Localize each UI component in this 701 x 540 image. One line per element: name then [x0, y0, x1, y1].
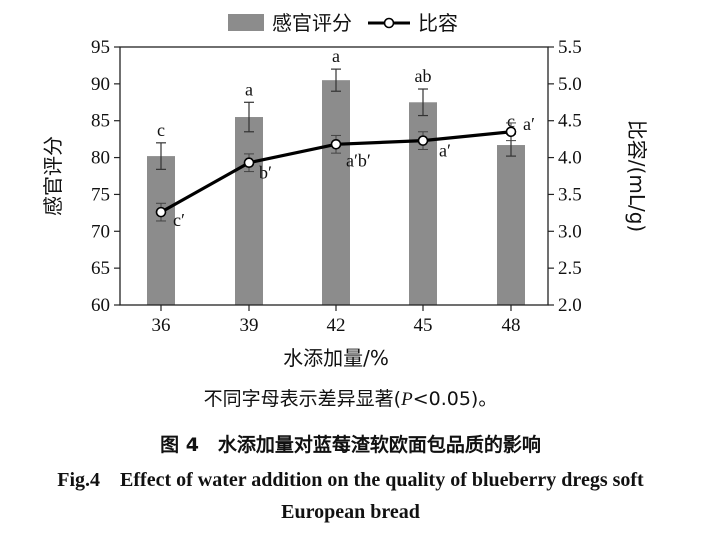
x-axis-tick-label: 39	[240, 315, 259, 336]
bar-significance-label: a	[245, 79, 253, 99]
x-axis-tick-label: 42	[327, 315, 346, 336]
bar-significance-label: a	[332, 46, 340, 66]
right-axis-tick-label: 5.5	[558, 37, 582, 58]
right-axis-tick-label: 3.0	[558, 221, 582, 242]
line-significance-label: a′	[439, 141, 451, 161]
line-point	[155, 206, 167, 218]
left-axis-tick-label: 60	[91, 295, 110, 316]
right-axis-tick-label: 2.0	[558, 295, 582, 316]
left-axis-tick-label: 95	[91, 37, 110, 58]
left-axis-tick-label: 70	[91, 221, 110, 242]
line-significance-label: a′	[523, 114, 535, 134]
bar-significance-label: c	[157, 120, 165, 140]
line-point	[505, 126, 517, 138]
x-axis-tick-label: 36	[152, 315, 171, 336]
right-axis-tick-label: 4.5	[558, 111, 582, 132]
right-axis-tick-label: 5.0	[558, 74, 582, 95]
bar-significance-label: c	[507, 111, 515, 131]
line-significance-label: c′	[173, 210, 185, 230]
line-point	[243, 157, 255, 169]
x-axis-title: 水添加量/%	[283, 346, 389, 370]
right-axis-tick-label: 2.5	[558, 258, 582, 279]
line-significance-label: a′b′	[346, 150, 371, 170]
right-axis-tick-label: 4.0	[558, 148, 582, 169]
plot-frame	[119, 46, 549, 306]
line-series: c′ b′ a′b′ a′ a′	[155, 114, 535, 230]
left-axis-tick-label: 80	[91, 148, 110, 169]
axes: 60 65 70 75 80 85 90 95 2.0 2.5 3.0 3.5 4.0 4.5 5.0 5.5…	[41, 37, 649, 370]
left-axis-title: 感官评分	[41, 136, 65, 216]
bar	[147, 156, 175, 305]
bar	[497, 145, 525, 305]
left-axis-tick-label: 75	[91, 184, 110, 205]
legend-bar-label: 感官评分	[272, 11, 352, 35]
chart: 感官评分 比容 c a a ab c c′ b′ a′b′ a′ a′ 60 65 70 75 80 85 9…	[41, 11, 649, 370]
x-axis-tick-label: 45	[414, 315, 433, 336]
legend: 感官评分 比容	[228, 11, 458, 35]
legend-line-marker	[383, 17, 395, 29]
figure-caption-en: Fig.4 Effect of water addition on the qu…	[57, 469, 644, 523]
x-axis-tick-label: 48	[502, 315, 521, 336]
bar	[322, 80, 350, 306]
line-point	[417, 135, 429, 146]
left-axis-tick-label: 90	[91, 74, 110, 95]
plot-border	[119, 46, 549, 306]
bar-significance-label: ab	[415, 66, 432, 86]
line-significance-label: b′	[259, 163, 272, 183]
right-axis-tick-label: 3.5	[558, 184, 582, 205]
bar-series: c a a ab c	[147, 46, 525, 306]
legend-line-label: 比容	[418, 11, 458, 35]
legend-bar-swatch	[228, 14, 264, 31]
bar	[235, 117, 263, 306]
left-axis-tick-label: 85	[91, 111, 110, 132]
significance-note: 不同字母表示差异显著(P<0.05)。	[203, 388, 498, 410]
left-axis-tick-label: 65	[91, 258, 110, 279]
line-point	[330, 139, 342, 150]
right-axis-title: 比容/(mL/g)	[625, 120, 649, 232]
figure-caption-cn: 图 4 水添加量对蓝莓渣软欧面包品质的影响	[160, 434, 541, 456]
